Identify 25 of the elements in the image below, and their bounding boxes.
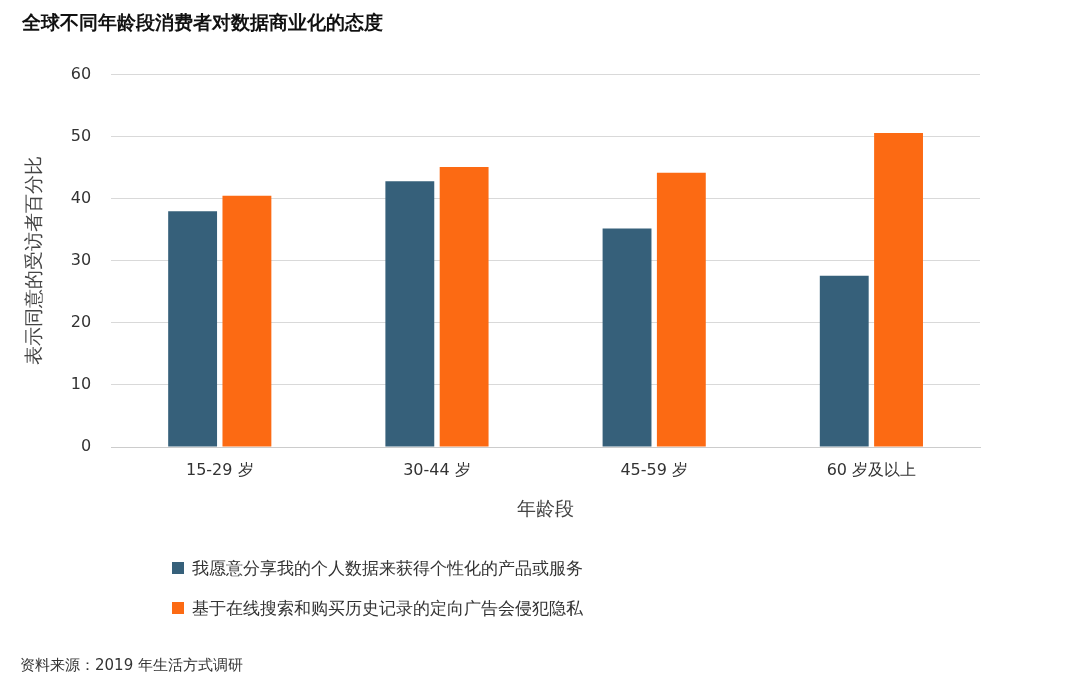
bar (656, 172, 706, 447)
y-tick-label: 10 (70, 374, 92, 394)
y-tick-label: 20 (70, 312, 92, 332)
y-tick-label: 0 (80, 436, 92, 456)
y-tick-label: 50 (70, 125, 92, 145)
bar (439, 167, 489, 447)
bar (385, 181, 435, 447)
x-axis-title: 年龄段 (517, 496, 575, 519)
bar (602, 228, 652, 447)
bar (168, 211, 218, 447)
y-tick-label: 40 (70, 187, 92, 207)
x-tick-label: 15-29 岁 (185, 459, 254, 479)
y-tick-label: 30 (70, 249, 92, 269)
x-tick-label: 45-59 岁 (620, 459, 688, 479)
y-tick-label: 60 (70, 63, 92, 83)
x-tick-label: 30-44 岁 (403, 459, 471, 479)
bar (874, 132, 923, 447)
legend-label: 基于在线搜索和购买历史记录的定向广告会侵犯隐私 (192, 596, 583, 620)
text: 资料来源：2019 年生活方式调研 (20, 656, 243, 675)
legend-label: 我愿意分享我的个人数据来获得个性化的产品或服务 (192, 556, 583, 580)
x-tick-label: 60 岁及以上 (826, 459, 917, 479)
bar (819, 275, 869, 447)
y-axis-title: 表示同意的受访者百分比 (22, 156, 45, 366)
chart-title: 全球不同年龄段消费者对数据商业化的态度 (22, 10, 383, 35)
bar (222, 195, 272, 447)
